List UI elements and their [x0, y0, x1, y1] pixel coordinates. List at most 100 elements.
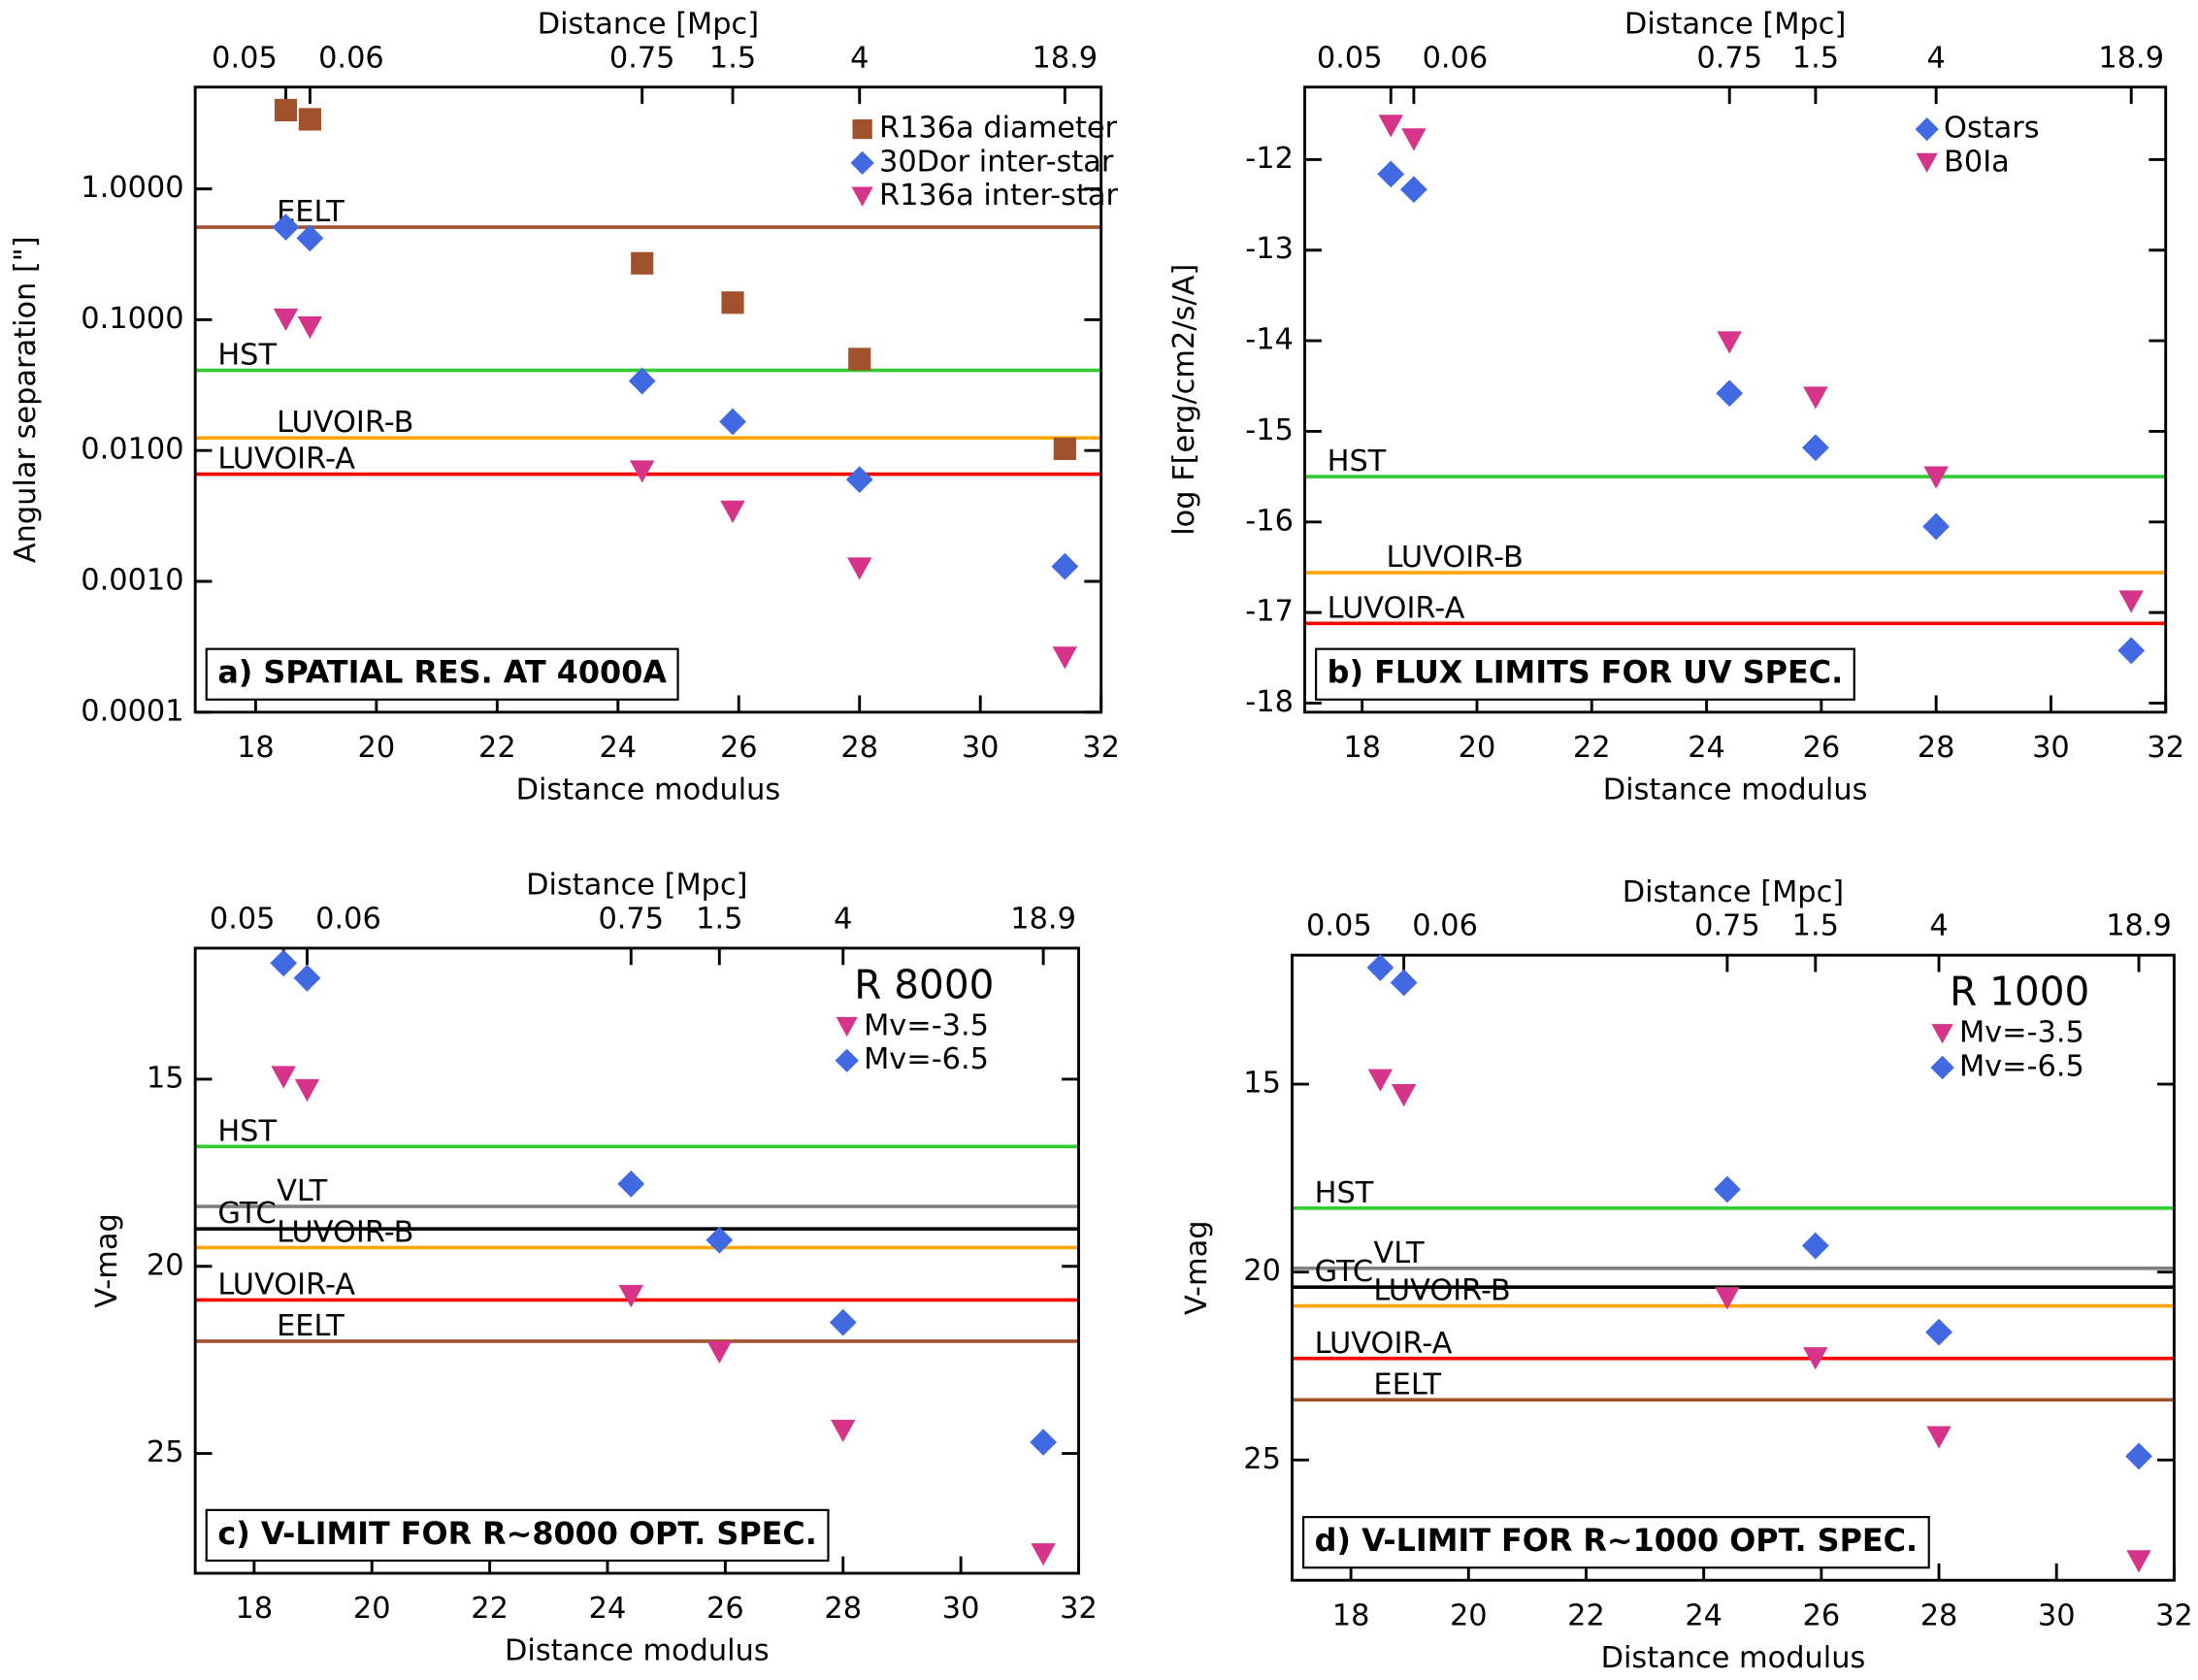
y-tick-label: 25 — [1243, 1442, 1281, 1476]
x-tick-label: 28 — [1920, 1598, 1958, 1632]
data-point — [1367, 1069, 1394, 1092]
legend-marker — [1915, 116, 1939, 142]
legend-label: Mv=-3.5 — [1959, 1016, 2084, 1050]
x-tick-label: 24 — [599, 731, 637, 765]
x2-tick-label: 0.06 — [1412, 909, 1478, 943]
y-tick-label: 1.0000 — [81, 171, 183, 205]
x-tick-label: 22 — [1573, 731, 1611, 765]
data-point — [270, 949, 298, 977]
y-tick-label: 15 — [1243, 1067, 1281, 1101]
x-tick-label: 26 — [1803, 1598, 1841, 1632]
x2-tick-label: 18.9 — [2098, 41, 2164, 75]
x-tick-label: 18 — [236, 1592, 274, 1626]
data-point — [829, 1308, 857, 1336]
data-point — [631, 251, 654, 275]
x-tick-label: 24 — [1685, 1598, 1722, 1632]
data-point — [1391, 1084, 1417, 1107]
legend-label: R136a diameter — [879, 112, 1118, 146]
x-tick-label: 22 — [478, 731, 516, 765]
data-point — [1377, 160, 1405, 188]
y-tick-label: -16 — [1245, 504, 1294, 538]
panel-title: c) V-LIMIT FOR R~8000 OPT. SPEC. — [217, 1515, 817, 1552]
data-point — [1390, 969, 1418, 997]
panel: HST LUVOIR-B LUVOIR-A 18 20 22 24 26 28 30 32 0.05 0… — [1167, 8, 2184, 807]
x-tick-label: 18 — [237, 731, 275, 765]
limit-label: GTC — [1315, 1255, 1373, 1289]
data-point — [2125, 1442, 2152, 1470]
data-point — [2126, 1550, 2151, 1573]
data-point — [629, 460, 655, 483]
panel-title-box — [1315, 647, 1855, 701]
y-tick-label: 20 — [1243, 1254, 1281, 1288]
panel-title: a) SPATIAL RES. AT 4000A — [217, 654, 667, 691]
data-point — [1717, 331, 1742, 354]
plot-frame — [193, 85, 1103, 714]
x2-tick-label: 0.06 — [315, 902, 381, 936]
panel-title-box — [1301, 1516, 1930, 1569]
legend-label: Ostars — [1944, 112, 2040, 146]
limit-label: EELT — [1373, 1367, 1441, 1401]
limit-label: LUVOIR-B — [277, 406, 413, 440]
y-tick-label: -13 — [1245, 232, 1294, 266]
x-tick-label: 18 — [1332, 1598, 1370, 1632]
legend-marker — [835, 1048, 859, 1072]
x-tick-label: 26 — [720, 731, 758, 765]
y-tick-label: -18 — [1245, 685, 1294, 719]
data-point — [721, 291, 744, 314]
x2-tick-label: 1.5 — [709, 41, 756, 75]
data-point — [720, 500, 745, 523]
data-point — [274, 98, 298, 122]
x-tick-label: 18 — [1343, 731, 1381, 765]
x2-tick-label: 0.06 — [1423, 41, 1489, 75]
legend-label: Mv=-3.5 — [864, 1008, 989, 1042]
data-point — [1923, 466, 1949, 489]
data-point — [848, 347, 871, 371]
data-point — [705, 1226, 734, 1254]
data-point — [1053, 437, 1076, 461]
x-tick-label: 30 — [2032, 731, 2070, 765]
panel-title: b) FLUX LIMITS FOR UV SPEC. — [1328, 654, 1844, 691]
x2-tick-label: 0.75 — [609, 41, 675, 75]
x-tick-label: 26 — [706, 1592, 744, 1626]
plot-frame — [1291, 953, 2176, 1582]
legend-marker — [1916, 152, 1938, 174]
x2-tick-label: 0.05 — [210, 902, 276, 936]
x-axis-label: Distance modulus — [516, 773, 781, 807]
limit-label: HST — [1328, 445, 1387, 478]
x2-tick-label: 4 — [1926, 41, 1945, 75]
x2-tick-label: 0.75 — [1694, 909, 1760, 943]
x2-tick-label: 0.75 — [598, 902, 664, 936]
data-point — [1715, 1287, 1740, 1310]
x-tick-label: 24 — [1688, 731, 1725, 765]
data-point — [1802, 434, 1829, 462]
x-tick-label: 26 — [1803, 731, 1841, 765]
x-tick-label: 30 — [962, 731, 1000, 765]
x2-tick-label: 0.05 — [1317, 41, 1383, 75]
y-tick-label: 20 — [147, 1248, 184, 1282]
data-point — [706, 1340, 733, 1365]
y-tick-label: 0.1000 — [81, 302, 183, 336]
y-tick-label: -17 — [1245, 595, 1294, 629]
limit-label: VLT — [1373, 1236, 1425, 1270]
x-tick-label: 20 — [358, 731, 396, 765]
x-tick-label: 32 — [1060, 1592, 1098, 1626]
legend-label: B0Ia — [1944, 145, 2010, 179]
limit-label: GTC — [217, 1197, 276, 1231]
data-point — [298, 108, 321, 131]
plot-frame — [193, 946, 1080, 1575]
data-point — [1803, 386, 1828, 410]
x2-tick-label: 0.05 — [212, 41, 278, 75]
x2-tick-label: 18.9 — [2106, 909, 2172, 943]
x-tick-label: 28 — [824, 1592, 862, 1626]
data-point — [1925, 1318, 1952, 1346]
y-tick-label: -15 — [1245, 413, 1294, 447]
x2-tick-label: 4 — [1929, 909, 1948, 943]
x-tick-label: 28 — [840, 731, 878, 765]
data-point — [1801, 1232, 1829, 1260]
data-point — [273, 308, 299, 331]
x2-tick-label: 18.9 — [1033, 41, 1099, 75]
limit-label: LUVOIR-A — [217, 1268, 355, 1301]
data-point — [271, 1066, 296, 1089]
